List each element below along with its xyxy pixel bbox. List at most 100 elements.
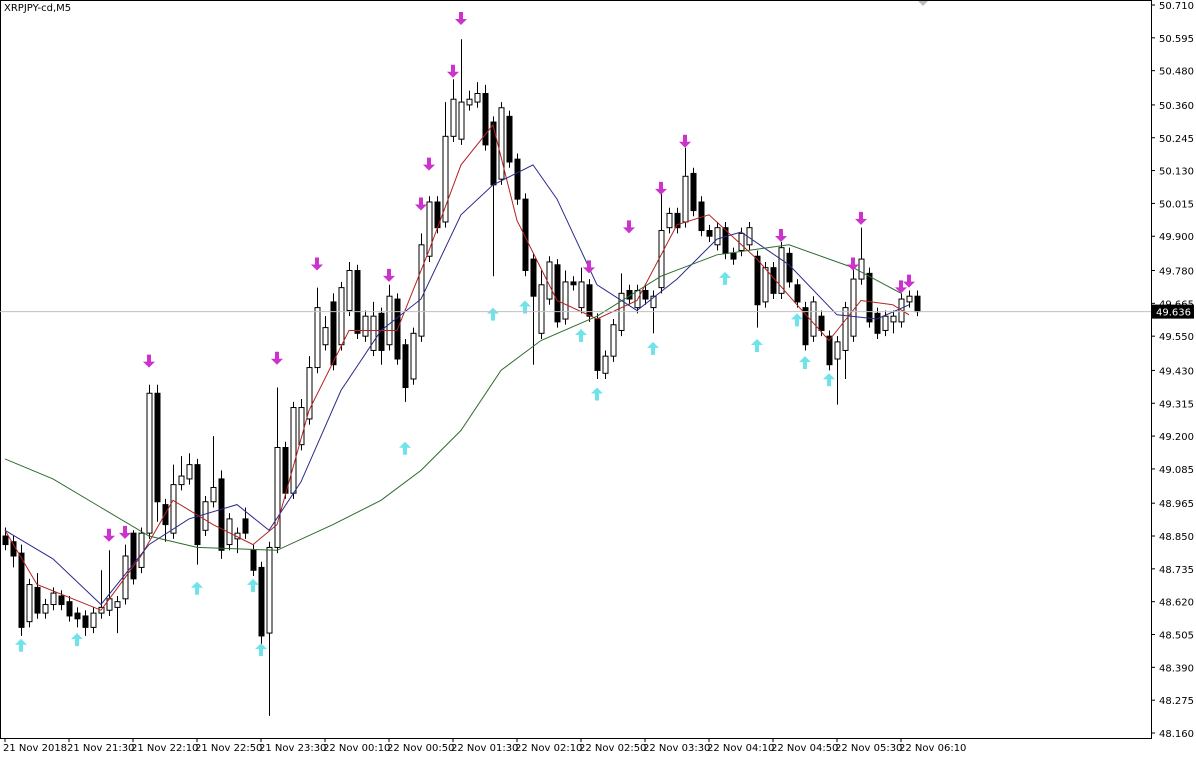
sell-arrow [623,220,635,234]
x-tick-label: 22 Nov 02:50 [579,743,646,754]
candle-body [50,592,57,606]
candle-body [530,258,537,297]
y-tick-label: 50.595 [1159,34,1194,45]
sell-arrow [775,228,787,242]
candle-body [914,295,921,313]
candle-body [58,595,65,606]
candle-body [338,287,345,346]
y-tick-label: 49.200 [1159,432,1194,443]
sell-arrow [311,257,323,271]
y-tick-label: 49.780 [1159,267,1194,278]
x-tick-label: 22 Nov 06:10 [899,743,966,754]
sell-arrow [103,528,115,542]
candle-body [178,475,185,486]
y-tick-label: 48.965 [1159,499,1194,510]
candle-body [730,252,737,260]
price-tag-label: 49.636 [1156,308,1191,319]
x-tick-label: 21 Nov 2018 [3,743,67,754]
candle-body [274,447,281,548]
candle-body [426,201,433,257]
x-tick-label: 22 Nov 00:10 [323,743,390,754]
sell-arrow [383,268,395,282]
candle-body [578,281,585,309]
candle-body [714,227,721,246]
candle-body [314,307,321,369]
candle-body [258,566,265,637]
candle-body [442,135,449,223]
candle-body [546,261,553,300]
candle-body [866,272,873,323]
candle-body [242,518,249,534]
candle-body [602,355,609,374]
candle-body [642,289,649,300]
candle-body [322,327,329,346]
candle-body [554,264,561,323]
x-tick-label: 22 Nov 04:10 [707,743,774,754]
candle-body [834,341,841,360]
candle-body [826,335,833,366]
buy-arrow [591,387,603,401]
y-tick-label: 50.245 [1159,134,1194,145]
chart-title: XRPJPY-cd,M5 [4,3,71,14]
candle-body [114,601,121,608]
sell-arrow [895,280,907,294]
candle-body [466,98,473,106]
buy-arrow [799,356,811,370]
sell-arrow [855,211,867,225]
candle-body [570,281,577,286]
candle-body [610,324,617,357]
candle-body [154,392,161,503]
candle-body [362,315,369,337]
candle-body [498,107,505,180]
candle-body [266,546,273,634]
candle-body [842,307,849,351]
buy-arrow [719,271,731,285]
buy-arrow [751,339,763,353]
candle-body [202,501,209,531]
plot-frame [0,0,1152,739]
candle-body [306,367,313,420]
candle-body [650,295,657,309]
buy-arrow [71,633,83,647]
candle-body [346,270,353,311]
x-tick-label: 21 Nov 21:30 [67,743,134,754]
candle-body [378,312,385,351]
moving-average-line [4,164,910,606]
y-tick-label: 49.900 [1159,232,1194,243]
price-tag [1152,304,1194,319]
candle-body [298,407,305,446]
sell-arrow [679,134,691,148]
x-tick-label: 22 Nov 05:30 [835,743,902,754]
x-tick-label: 21 Nov 23:30 [259,743,326,754]
candle-body [586,284,593,317]
candle-body [354,270,361,334]
sell-arrow [903,274,915,288]
x-tick-label: 22 Nov 01:30 [451,743,518,754]
candle-body [74,612,81,620]
y-tick-label: 48.735 [1159,565,1194,576]
candle-body [210,486,217,503]
candle-body [890,315,897,323]
sell-arrow [455,11,467,25]
candle-body [658,230,665,289]
candle-body [130,532,137,580]
candle-body [250,549,257,571]
y-tick-label: 48.275 [1159,696,1194,707]
y-tick-label: 49.550 [1159,332,1194,343]
candle-body [706,230,713,237]
buy-arrow [519,300,531,314]
y-tick-label: 48.390 [1159,663,1194,674]
y-tick-label: 50.130 [1159,167,1194,178]
candle-body [450,98,457,137]
y-tick-label: 49.430 [1159,366,1194,377]
candle-body [186,464,193,480]
candle-body [474,92,481,103]
candle-body [90,612,97,628]
candle-body [850,278,857,337]
buy-arrow [823,373,835,387]
candle-body [682,175,689,223]
candle-body [402,344,409,389]
buy-arrow [255,643,267,657]
candle-body [66,601,73,617]
sell-arrow [847,257,859,271]
